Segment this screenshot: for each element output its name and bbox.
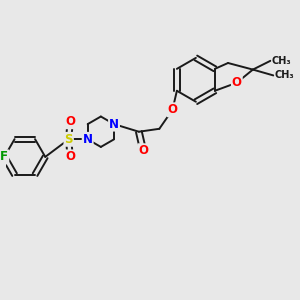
Text: N: N <box>109 118 119 130</box>
Text: O: O <box>65 150 75 164</box>
Text: N: N <box>83 133 93 146</box>
Text: O: O <box>138 144 148 157</box>
Text: CH₃: CH₃ <box>272 56 292 66</box>
Text: CH₃: CH₃ <box>275 70 294 80</box>
Text: S: S <box>64 133 73 146</box>
Text: O: O <box>232 76 242 89</box>
Text: O: O <box>167 103 178 116</box>
Text: O: O <box>65 115 75 128</box>
Text: F: F <box>0 150 8 164</box>
